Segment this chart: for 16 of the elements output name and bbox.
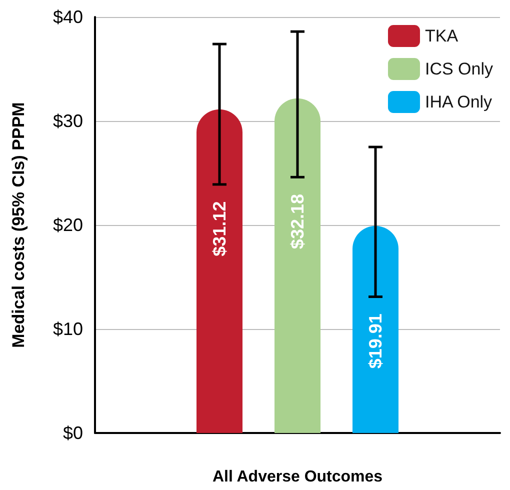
legend-label: TKA (424, 26, 459, 46)
data-label: $19.91 (366, 314, 386, 369)
y-tick-label: $10 (52, 319, 83, 339)
y-tick-label: $40 (52, 7, 83, 27)
y-tick-label: $20 (52, 215, 83, 235)
bar (352, 226, 398, 433)
data-label: $31.12 (210, 201, 230, 256)
y-axis-title: Medical costs (95% CIs) PPPM (9, 102, 28, 348)
x-axis-title: All Adverse Outcomes (212, 468, 383, 486)
legend-label: ICS Only (424, 60, 494, 78)
y-tick-label: $0 (62, 423, 83, 443)
data-label: $32.18 (288, 194, 308, 250)
legend-label: IHA Only (424, 92, 493, 112)
y-tick-label: $30 (52, 111, 83, 131)
bar (196, 109, 242, 433)
bar (274, 98, 320, 433)
